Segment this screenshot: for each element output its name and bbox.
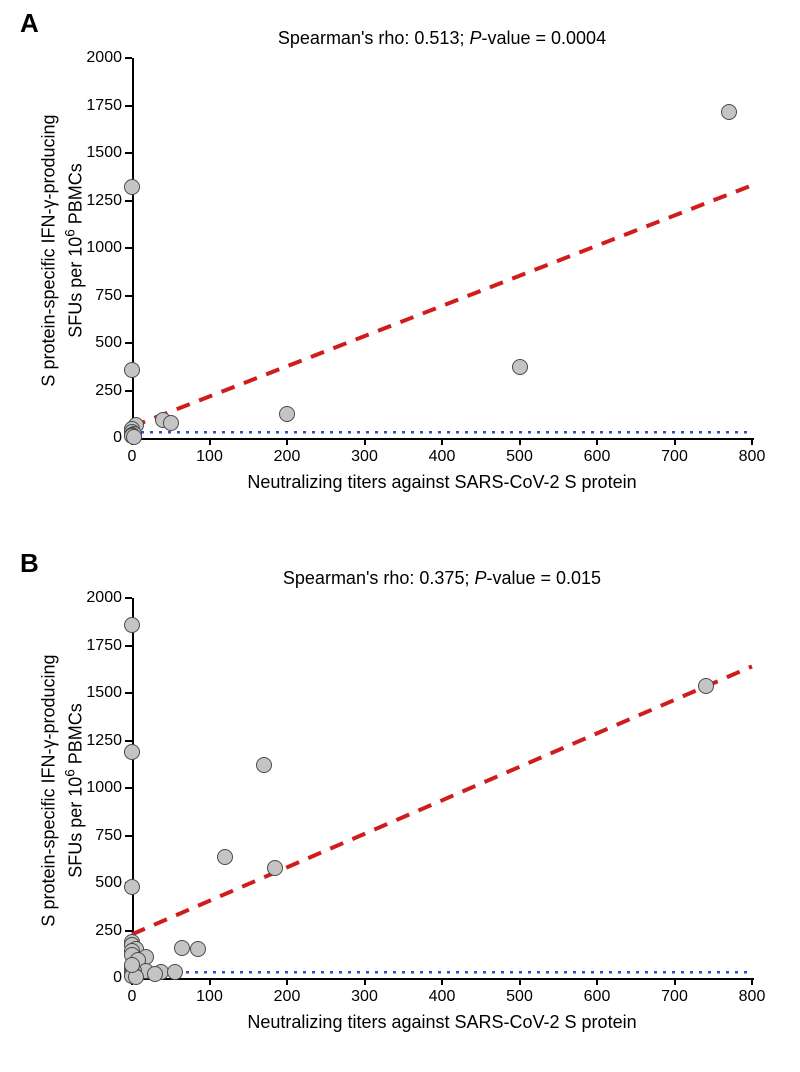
x-tick	[751, 978, 753, 985]
x-tick	[441, 978, 443, 985]
panel-label-b: B	[20, 548, 39, 579]
x-tick	[286, 438, 288, 445]
x-tick-label: 500	[506, 988, 533, 1006]
x-tick-label: 700	[661, 988, 688, 1006]
data-point	[124, 957, 140, 973]
x-tick	[441, 438, 443, 445]
stats-text-a: Spearman's rho: 0.513; P-value = 0.0004	[132, 28, 752, 49]
x-tick	[209, 978, 211, 985]
data-point	[126, 429, 142, 445]
x-tick	[674, 438, 676, 445]
y-axis-label: S protein-specific IFN-γ-producingSFUs p…	[38, 601, 87, 981]
data-point	[217, 849, 233, 865]
data-point	[190, 941, 206, 957]
data-point	[147, 966, 163, 982]
x-tick-label: 300	[351, 988, 378, 1006]
x-tick-label: 800	[739, 988, 766, 1006]
y-tick	[125, 57, 132, 59]
x-tick	[519, 978, 521, 985]
x-tick	[596, 438, 598, 445]
x-tick	[364, 978, 366, 985]
x-tick-label: 0	[128, 448, 137, 466]
data-point	[279, 406, 295, 422]
x-tick-label: 100	[196, 448, 223, 466]
data-point	[124, 362, 140, 378]
x-tick	[751, 438, 753, 445]
data-point	[256, 757, 272, 773]
x-tick-label: 200	[274, 448, 301, 466]
y-axis-label: S protein-specific IFN-γ-producingSFUs p…	[38, 61, 87, 441]
plot-area-a	[132, 58, 754, 440]
y-tick	[125, 787, 132, 789]
data-point	[124, 617, 140, 633]
y-tick	[125, 645, 132, 647]
stats-text-b: Spearman's rho: 0.375; P-value = 0.015	[132, 568, 752, 589]
y-tick	[125, 597, 132, 599]
y-tick	[125, 835, 132, 837]
data-point	[124, 879, 140, 895]
x-tick-label: 400	[429, 988, 456, 1006]
x-tick	[364, 438, 366, 445]
data-point	[698, 678, 714, 694]
data-point	[163, 415, 179, 431]
x-tick	[519, 438, 521, 445]
x-tick-label: 600	[584, 988, 611, 1006]
data-point	[174, 940, 190, 956]
data-point	[267, 860, 283, 876]
x-tick-label: 600	[584, 448, 611, 466]
panel-label-a: A	[20, 8, 39, 39]
x-tick-label: 400	[429, 448, 456, 466]
x-tick	[596, 978, 598, 985]
x-tick	[286, 978, 288, 985]
data-point	[124, 179, 140, 195]
data-point	[167, 964, 183, 980]
y-tick	[125, 342, 132, 344]
x-tick-label: 100	[196, 988, 223, 1006]
data-point	[721, 104, 737, 120]
y-tick	[125, 740, 132, 742]
x-tick-label: 300	[351, 448, 378, 466]
data-point	[512, 359, 528, 375]
x-tick-label: 0	[128, 988, 137, 1006]
x-tick-label: 700	[661, 448, 688, 466]
x-tick-label: 200	[274, 988, 301, 1006]
y-tick	[125, 105, 132, 107]
x-tick-label: 500	[506, 448, 533, 466]
y-tick	[125, 692, 132, 694]
y-tick	[125, 152, 132, 154]
x-axis-label: Neutralizing titers against SARS-CoV-2 S…	[132, 1012, 752, 1033]
y-tick	[125, 295, 132, 297]
y-tick	[125, 930, 132, 932]
figure: A Spearman's rho: 0.513; P-value = 0.0004…	[0, 0, 800, 1072]
y-tick	[125, 390, 132, 392]
data-point	[124, 744, 140, 760]
x-tick-label: 800	[739, 448, 766, 466]
x-axis-label: Neutralizing titers against SARS-CoV-2 S…	[132, 472, 752, 493]
y-tick	[125, 247, 132, 249]
x-tick	[209, 438, 211, 445]
plot-area-b	[132, 598, 754, 980]
y-tick	[125, 200, 132, 202]
x-tick	[674, 978, 676, 985]
